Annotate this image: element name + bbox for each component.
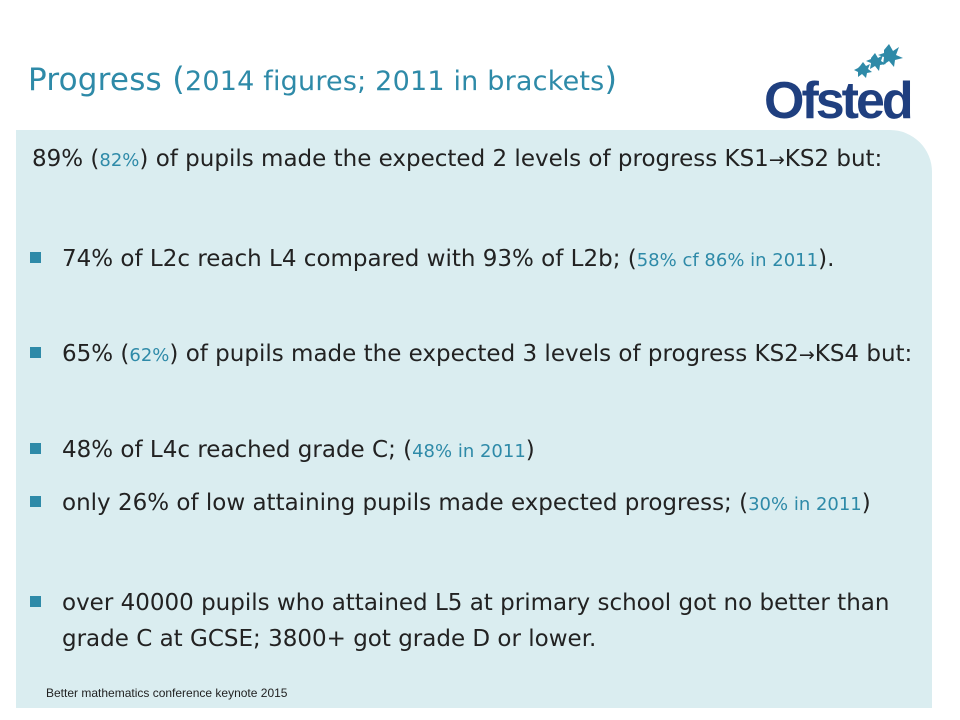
bullet-text: 48% of L4c reached grade C; (48% in 2011… [62, 432, 920, 470]
bullet-prev-value: 30% in 2011 [748, 494, 862, 515]
bullet-item: only 26% of low attaining pupils made ex… [30, 485, 920, 523]
bullet-square-icon [30, 496, 41, 507]
bullet-square-icon [30, 252, 41, 263]
title-main: Progress [28, 62, 162, 98]
logo-wordmark: Ofsted [764, 72, 911, 126]
intro-prev-value: 82% [99, 150, 140, 171]
bullet-text: over 40000 pupils who attained L5 at pri… [62, 590, 890, 652]
bullet-pre: 48% of L4c reached grade C; ( [62, 437, 413, 463]
bullet-square-icon [30, 443, 41, 454]
bullet-square-icon [30, 347, 41, 358]
bullet-text: 65% (62%) of pupils made the expected 3 … [62, 336, 920, 374]
bullet-item: 74% of L2c reach L4 compared with 93% of… [30, 241, 920, 279]
bullet-post: ). [818, 246, 835, 272]
bullet-post: ) [861, 490, 871, 516]
ofsted-logo: Ofsted [764, 44, 912, 126]
bullet-square-icon [30, 596, 41, 607]
bullet-pre: only 26% of low attaining pupils made ex… [62, 490, 749, 516]
footer-text: Better mathematics conference keynote 20… [46, 686, 288, 700]
title-open-paren: ( [161, 60, 185, 98]
content-panel [16, 130, 932, 708]
bullet-prev-value: 58% cf 86% in 2011 [636, 250, 819, 271]
bullet-prev-value: 62% [129, 345, 170, 366]
bullet-post: ) [525, 437, 535, 463]
title-close-paren: ) [604, 60, 618, 98]
arrow-right-icon: → [798, 344, 815, 366]
slide-title: Progress (2014 figures; 2011 in brackets… [28, 60, 617, 98]
star-cluster-icon [854, 44, 903, 78]
bullet-pre: 65% ( [62, 341, 130, 367]
title-detail: 2014 figures; 2011 in brackets [184, 66, 605, 97]
bullet-item: over 40000 pupils who attained L5 at pri… [30, 585, 920, 657]
intro-post: KS2 but: [784, 146, 883, 172]
bullet-pre: 74% of L2c reach L4 compared with 93% of… [62, 246, 637, 272]
intro-pre: 89% ( [32, 146, 100, 172]
bullet-text: only 26% of low attaining pupils made ex… [62, 485, 920, 523]
bullet-prev-value: 48% in 2011 [412, 441, 526, 462]
arrow-right-icon: → [768, 149, 785, 171]
bullet-post: KS4 but: [814, 341, 913, 367]
bullet-text: 74% of L2c reach L4 compared with 93% of… [62, 241, 920, 279]
intro-paragraph: 89% (82%) of pupils made the expected 2 … [32, 142, 912, 178]
bullet-item: 48% of L4c reached grade C; (48% in 2011… [30, 432, 920, 470]
intro-mid: ) of pupils made the expected 2 levels o… [139, 146, 769, 172]
bullet-mid: ) of pupils made the expected 3 levels o… [169, 341, 799, 367]
bullet-item: 65% (62%) of pupils made the expected 3 … [30, 336, 920, 374]
